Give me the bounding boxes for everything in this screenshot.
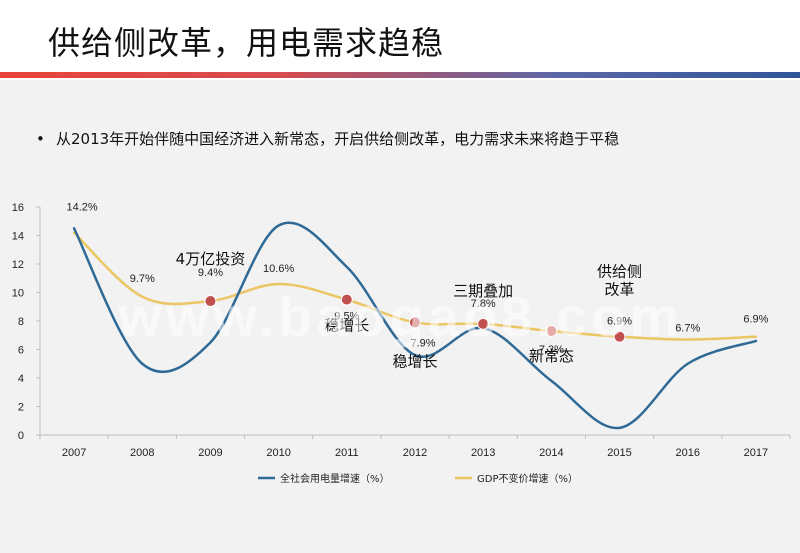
y-tick-label: 14 — [12, 231, 24, 243]
x-tick-label: 2011 — [335, 447, 359, 459]
x-tick-label: 2010 — [266, 447, 290, 459]
x-tick-label: 2009 — [198, 447, 222, 459]
annotation: 改革 — [605, 281, 635, 299]
data-label: 14.2% — [66, 202, 97, 214]
y-tick-label: 12 — [12, 259, 24, 271]
data-label: 6.9% — [607, 316, 632, 328]
bullet-marker: • — [36, 130, 45, 148]
event-marker — [409, 316, 421, 329]
data-label: 6.7% — [675, 323, 700, 335]
y-tick-label: 6 — [18, 345, 24, 357]
bullet-item: • 从2013年开始伴随中国经济进入新常态，开启供给侧改革，电力需求未来将趋于平稳 — [36, 128, 619, 149]
legend-label-gdp: GDP不变价增速（%） — [477, 472, 578, 485]
annotation: 新常态 — [529, 347, 574, 365]
event-marker — [340, 293, 353, 306]
y-tick-label: 8 — [18, 316, 24, 328]
x-tick-label: 2007 — [62, 447, 86, 459]
x-tick-label: 2015 — [607, 447, 631, 459]
y-tick-label: 0 — [18, 430, 24, 442]
event-marker — [204, 295, 217, 308]
x-tick-label: 2017 — [744, 447, 768, 459]
event-marker — [477, 317, 490, 330]
legend-label-electricity: 全社会用电量增速（%） — [280, 472, 390, 485]
title-divider — [0, 72, 800, 78]
annotation: 稳增长 — [392, 352, 437, 370]
y-tick-label: 16 — [12, 202, 24, 214]
annotation: 4万亿投资 — [176, 250, 246, 268]
slide-title: 供给侧改革，用电需求趋稳 — [48, 24, 445, 62]
x-tick-label: 2012 — [403, 447, 427, 459]
data-label: 9.5% — [334, 311, 359, 323]
content-background — [0, 80, 800, 553]
data-label: 9.4% — [198, 267, 223, 279]
event-marker — [545, 324, 558, 337]
annotation: 供给侧 — [597, 263, 642, 281]
data-label: 9.7% — [130, 273, 155, 285]
data-label: 7.8% — [471, 298, 496, 310]
x-tick-label: 2013 — [471, 447, 495, 459]
data-label: 7.3% — [539, 344, 564, 356]
y-tick-label: 4 — [18, 373, 24, 385]
bullet-text: 从2013年开始伴随中国经济进入新常态，开启供给侧改革，电力需求未来将趋于平稳 — [56, 130, 620, 148]
annotation: 三期叠加 — [453, 282, 513, 300]
x-tick-label: 2016 — [675, 447, 699, 459]
x-tick-label: 2014 — [539, 447, 563, 459]
y-tick-label: 2 — [18, 402, 24, 414]
data-label: 6.9% — [743, 314, 768, 326]
annotation: 稳增长 — [324, 317, 369, 335]
y-tick-label: 10 — [12, 288, 24, 300]
event-marker — [613, 330, 626, 343]
x-tick-label: 2008 — [130, 447, 154, 459]
series-line-electricity — [72, 221, 758, 430]
data-label: 10.6% — [263, 263, 294, 275]
data-label: 7.9% — [410, 337, 435, 349]
